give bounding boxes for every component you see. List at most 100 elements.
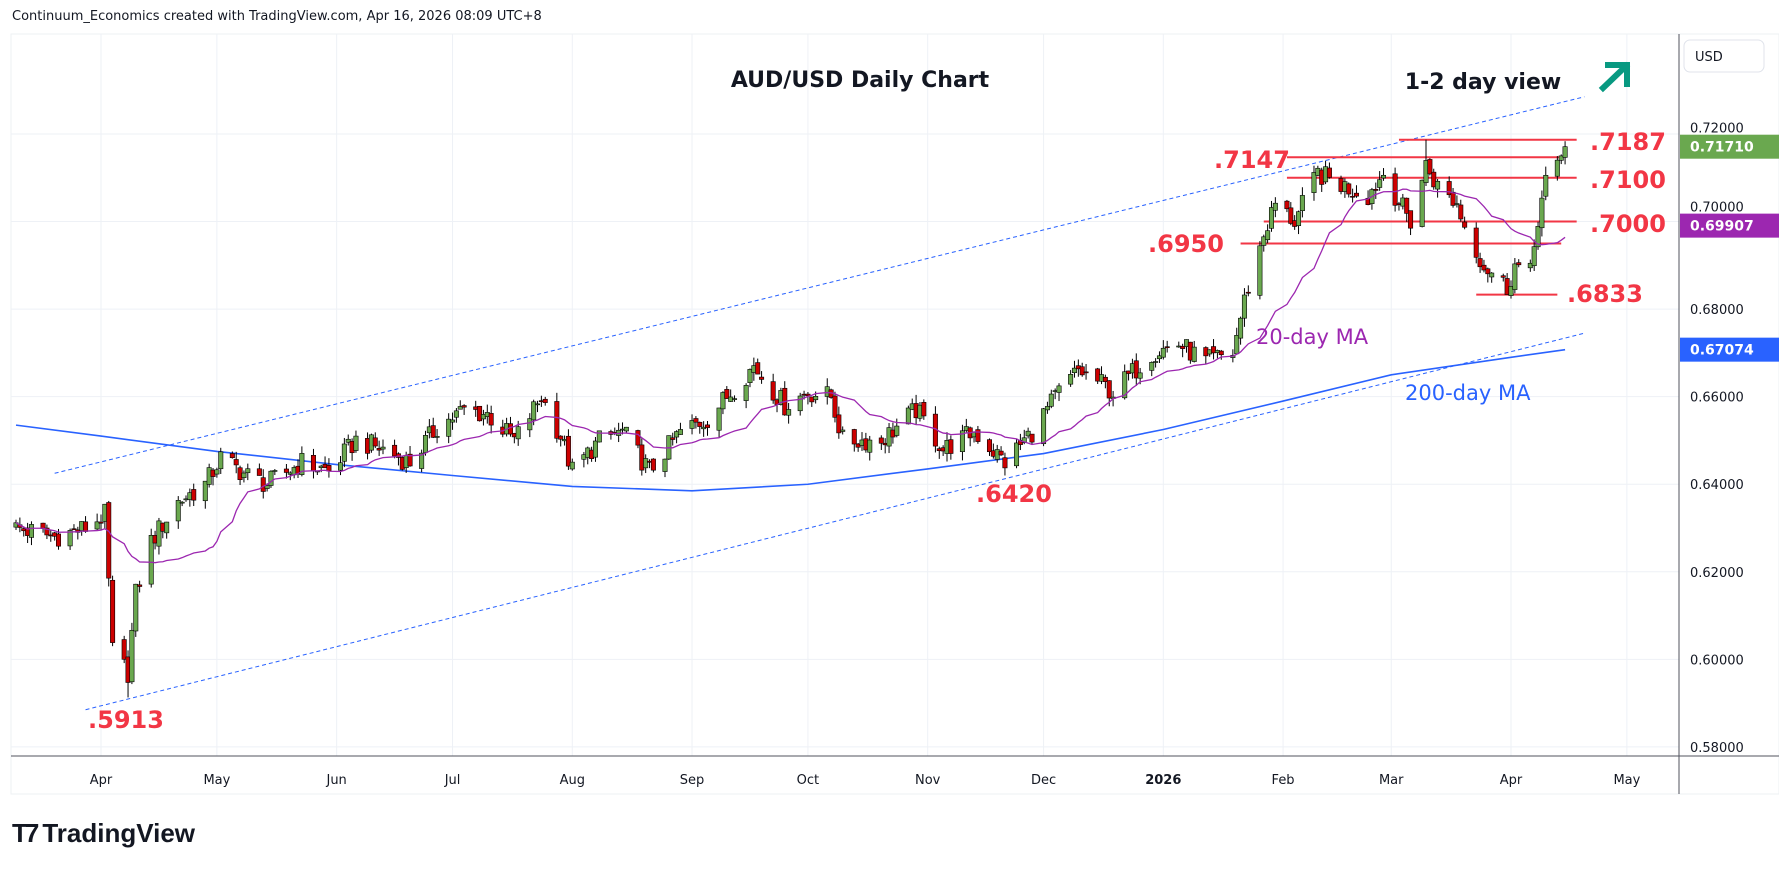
candle-down xyxy=(542,398,548,403)
candle-up xyxy=(164,521,170,534)
channel-lower-line xyxy=(85,332,1585,711)
candle-down xyxy=(693,418,699,423)
candle-down xyxy=(1102,376,1108,382)
candle-down xyxy=(948,439,954,454)
candle-up xyxy=(515,426,521,440)
candle-up xyxy=(446,418,452,437)
level-label-7100: .7100 xyxy=(1590,166,1666,194)
currency-button[interactable] xyxy=(1683,39,1765,73)
time-tick-label: 2026 xyxy=(1145,773,1181,788)
candle-down xyxy=(229,453,235,459)
candle-down xyxy=(554,401,560,439)
candle-down xyxy=(851,429,857,445)
candle-down xyxy=(430,425,436,438)
candle-up xyxy=(1149,362,1155,371)
candle-down xyxy=(392,444,398,457)
candle-up xyxy=(94,521,100,530)
candle-up xyxy=(345,438,351,443)
candle-up xyxy=(1381,174,1387,179)
candle-up xyxy=(338,462,344,471)
candle-up xyxy=(1122,371,1128,399)
candle-up xyxy=(1041,408,1047,445)
candle-down xyxy=(71,528,77,531)
candle-up xyxy=(1454,203,1460,205)
candle-up xyxy=(1435,181,1441,190)
time-tick-label: Aug xyxy=(560,773,585,788)
candle-up xyxy=(1272,202,1278,211)
level-label-6833: .6833 xyxy=(1567,280,1643,308)
candle-up xyxy=(797,395,803,412)
candle-up xyxy=(959,430,965,452)
candle-up xyxy=(1296,211,1302,226)
candle-down xyxy=(1485,268,1491,275)
candle-up xyxy=(129,629,135,683)
time-tick-label: Mar xyxy=(1379,773,1404,788)
level-label-6950: .6950 xyxy=(1148,230,1224,258)
candle-up xyxy=(1044,406,1050,411)
price-tick-label: 0.64000 xyxy=(1690,478,1744,493)
time-axis[interactable]: Apr May Jun Jul Aug Sep Oct Nov Dec 2026 Feb Mar Apr… xyxy=(90,773,1641,788)
candle-up xyxy=(1238,317,1244,339)
candle-up xyxy=(264,485,270,489)
candle-up xyxy=(1268,207,1274,229)
candle-down xyxy=(1392,173,1398,206)
candle-down xyxy=(44,527,50,536)
candle-down xyxy=(832,395,838,418)
candle-down xyxy=(283,468,289,473)
candle-up xyxy=(1512,263,1518,290)
candle-up xyxy=(716,407,722,431)
candle-down xyxy=(1288,207,1294,224)
candle-up xyxy=(28,524,34,538)
candle-down xyxy=(1284,200,1290,210)
level-label-7147: .7147 xyxy=(1214,146,1290,174)
candle-up xyxy=(747,369,753,383)
time-tick-label: Jul xyxy=(444,773,461,788)
candle-down xyxy=(137,584,143,587)
candle-down xyxy=(704,424,710,428)
candle-up xyxy=(894,425,900,436)
candle-down xyxy=(724,389,730,399)
candle-up xyxy=(720,392,726,410)
candle-up xyxy=(1554,159,1560,177)
time-tick-label: Dec xyxy=(1031,773,1056,788)
candle-up xyxy=(1014,442,1020,467)
candle-up xyxy=(1048,393,1054,407)
grid xyxy=(11,34,1679,756)
candle-down xyxy=(1373,188,1379,191)
ma200-badge: 0.67074 xyxy=(1690,343,1754,359)
candle-up xyxy=(175,500,181,522)
candle-down xyxy=(975,429,981,442)
candle-down xyxy=(83,521,89,532)
candle-down xyxy=(986,439,992,453)
chart[interactable]: 0.72000 0.70000 0.68000 0.66000 0.64000 0.620… xyxy=(0,0,1779,800)
candle-down xyxy=(635,430,641,446)
candle-down xyxy=(233,459,239,466)
chart-header: Continuum_Economics created with Trading… xyxy=(12,9,542,24)
candle-down xyxy=(1133,360,1139,379)
candle-up xyxy=(732,398,738,400)
candle-down xyxy=(1500,275,1506,278)
ma200-line xyxy=(15,348,1566,492)
candle-down xyxy=(1446,181,1452,196)
candle-up xyxy=(1137,372,1143,379)
candle-up xyxy=(1191,346,1197,362)
candle-up xyxy=(241,472,247,478)
candle-up xyxy=(1021,437,1027,444)
candle-up xyxy=(1539,197,1545,229)
candle-down xyxy=(1408,210,1414,229)
price-tick-label: 0.60000 xyxy=(1690,653,1744,668)
candle-up xyxy=(179,501,185,504)
candle-down xyxy=(1404,197,1410,214)
price-tick-label: 0.66000 xyxy=(1690,391,1744,406)
candle-up xyxy=(905,407,911,425)
ma200-path xyxy=(15,348,1566,492)
last-price-badge: 0.71710 xyxy=(1690,140,1754,156)
tradingview-logo[interactable]: T7 TradingView xyxy=(12,818,195,849)
price-axis[interactable]: 0.72000 0.70000 0.68000 0.66000 0.64000 0.620… xyxy=(1690,122,1744,756)
candle-up xyxy=(1419,179,1425,227)
candle-up xyxy=(245,468,251,474)
candle-down xyxy=(805,393,811,397)
candle-up xyxy=(1299,195,1305,212)
candles xyxy=(13,139,1568,698)
candle-up xyxy=(133,583,139,632)
